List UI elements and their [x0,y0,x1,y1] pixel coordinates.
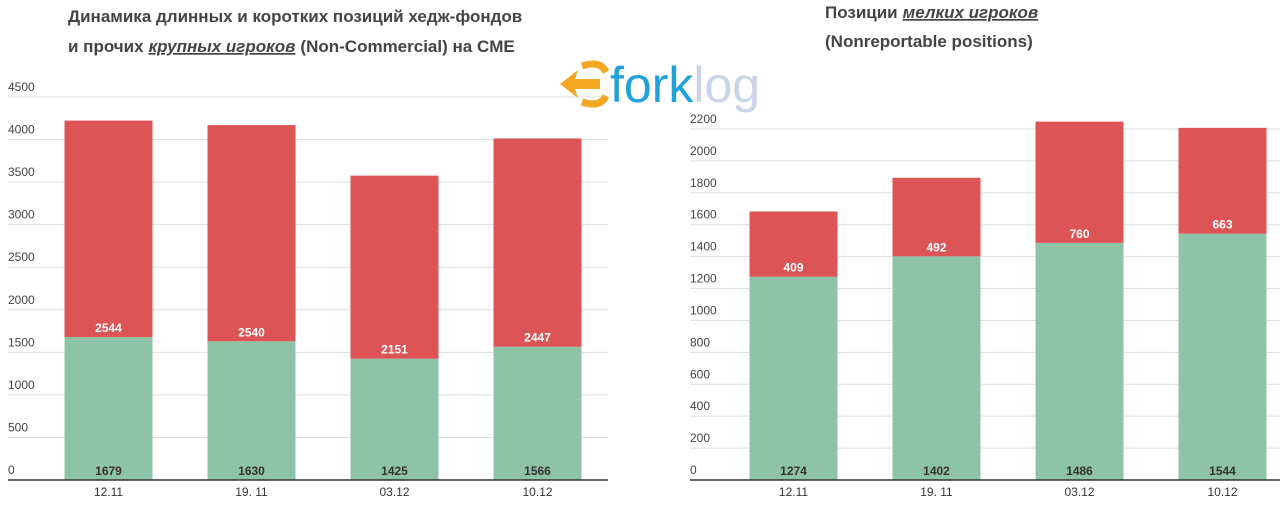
y-tick-label: 500 [8,420,28,434]
value-label: 2151 [381,343,408,357]
bar-segment [892,177,981,257]
value-label: 1486 [1066,464,1093,478]
x-tick-label: 10.12 [522,485,552,499]
bar-segment [493,346,582,480]
bar-segment [1035,242,1124,480]
y-tick-label: 4000 [8,123,35,137]
value-label: 409 [783,261,803,275]
bar-segment [749,211,838,277]
x-tick-label: 19. 11 [235,485,268,499]
x-tick-label: 03.12 [379,485,409,499]
y-tick-label: 0 [8,463,15,477]
y-tick-label: 800 [690,335,710,349]
logo-text: forklog [610,57,760,113]
y-tick-label: 3500 [8,165,35,179]
y-tick-label: 4500 [8,80,35,94]
bar-segment [749,276,838,480]
x-tick-label: 03.12 [1064,485,1094,499]
chart-title: Позиции мелких игроков [825,3,1038,22]
y-tick-label: 1600 [690,208,717,222]
logo: forklog [560,57,760,113]
value-label: 760 [1069,227,1089,241]
bar-segment [350,175,439,359]
x-tick-label: 19. 11 [920,485,953,499]
y-tick-label: 600 [690,367,710,381]
value-label: 1566 [524,464,551,478]
y-tick-label: 1000 [690,303,717,317]
x-tick-label: 12.11 [779,485,808,499]
title-emphasis: крупных игроков [149,37,296,56]
y-tick-label: 2000 [8,293,35,307]
chart-title: Динамика длинных и коротких позиций хедж… [68,7,522,26]
y-tick-label: 2200 [690,112,717,126]
value-label: 1544 [1209,464,1236,478]
y-tick-label: 0 [690,463,697,477]
bar-segment [1178,233,1267,480]
y-tick-label: 200 [690,431,710,445]
bar-segment [892,256,981,480]
title-part: Динамика длинных и коротких позиций хедж… [68,7,522,26]
bar-segment [1035,121,1124,243]
bar-segment [350,358,439,480]
chart-title: (Nonreportable positions) [825,32,1033,51]
value-label: 2540 [238,325,265,339]
value-label: 2447 [524,331,551,345]
y-tick-label: 400 [690,399,710,413]
chart-title: и прочих крупных игроков (Non-Commercial) … [68,37,515,56]
title-part: Позиции [825,3,898,22]
value-label: 1402 [923,464,950,478]
logo-fork: fork [610,57,694,113]
y-tick-label: 3000 [8,208,35,222]
value-label: 492 [926,240,946,254]
bar-segment [207,125,296,342]
bar-segment [1178,127,1267,234]
value-label: 2544 [95,321,122,335]
bar-segment [493,138,582,347]
x-tick-label: 10.12 [1207,485,1237,499]
title-part: и прочих [68,37,144,56]
value-label: 1679 [95,464,122,478]
logo-arrow-arc [580,60,610,108]
title-part: (Nonreportable positions) [825,32,1033,51]
y-tick-label: 2500 [8,250,35,264]
y-tick-label: 1200 [690,272,717,286]
bar-segment [64,337,153,480]
value-label: 663 [1212,218,1232,232]
logo-arrow [560,70,600,98]
title-part: (Non-Commercial) на CME [300,37,514,56]
y-tick-label: 1400 [690,240,717,254]
bar-segment [207,341,296,480]
y-tick-label: 1000 [8,378,35,392]
value-label: 1274 [780,464,807,478]
title-emphasis: мелких игроков [903,3,1039,22]
y-tick-label: 1500 [8,335,35,349]
x-tick-label: 12.11 [94,485,123,499]
bar-segment [64,120,153,338]
y-tick-label: 1800 [690,176,717,190]
value-label: 1630 [238,464,265,478]
y-tick-label: 2000 [690,144,717,158]
logo-log: log [693,57,760,113]
value-label: 1425 [381,464,408,478]
